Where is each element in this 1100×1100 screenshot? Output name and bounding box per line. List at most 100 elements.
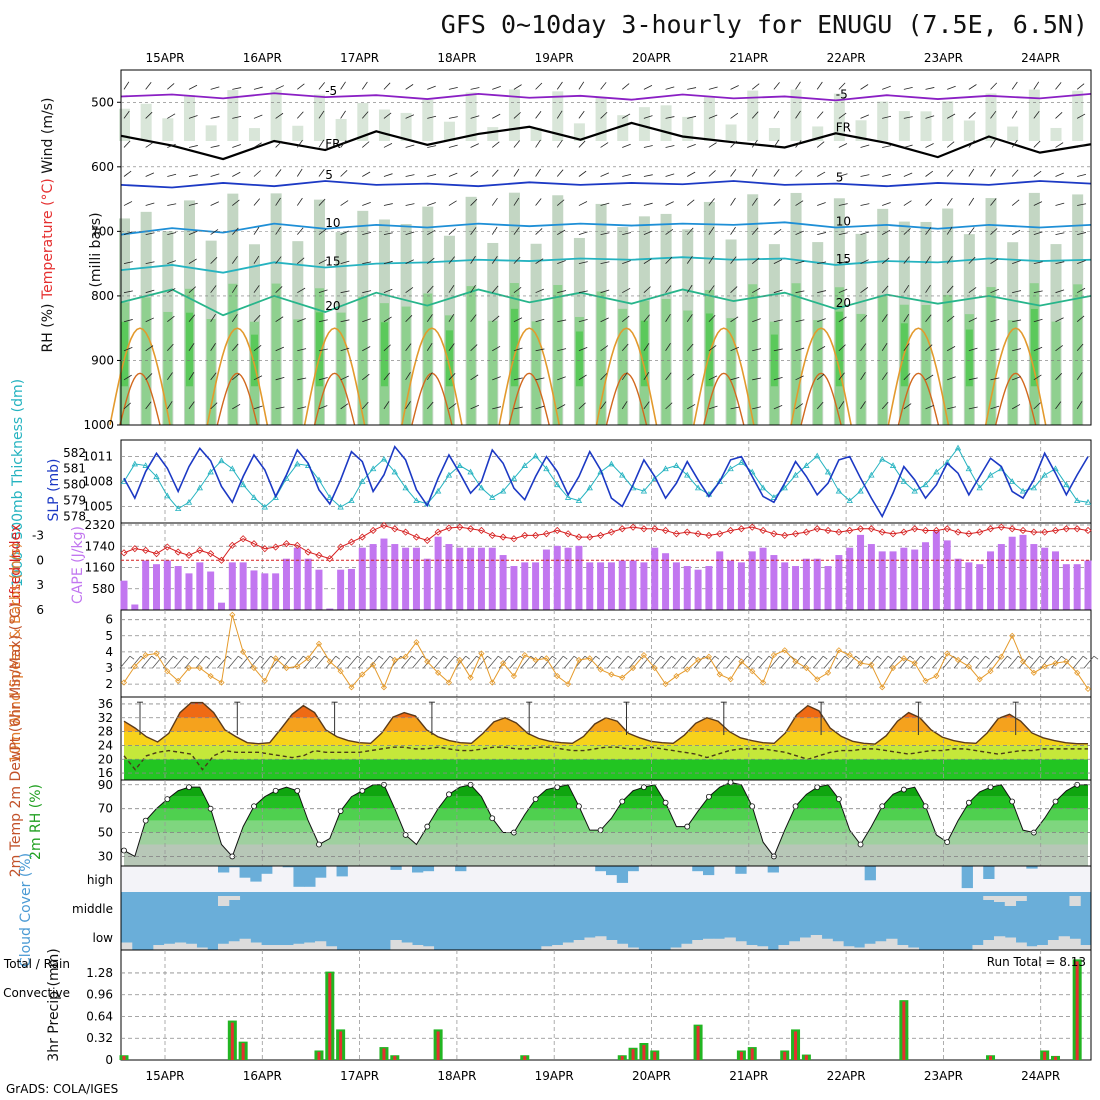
wind-barb xyxy=(946,113,956,119)
wind-speed-point xyxy=(229,611,236,618)
upper-ylabel: RH (%) Temperature (°C) Wind (m/s) xyxy=(40,98,56,353)
wind-barb xyxy=(448,116,458,119)
surface-wind-barb xyxy=(336,655,347,669)
cloud-high-bar xyxy=(864,866,876,881)
li-point xyxy=(445,524,453,532)
wind-barb xyxy=(275,286,283,293)
rh-shade xyxy=(618,308,628,425)
rh-point xyxy=(987,784,994,791)
cloud-low-gap xyxy=(271,945,284,950)
cloud-low-gap xyxy=(218,943,230,950)
cloud-low-gap xyxy=(832,941,844,950)
wind-barb xyxy=(426,372,433,381)
cape-bar xyxy=(586,562,594,610)
cloud-mid-gap xyxy=(228,896,241,900)
xtick-label-bottom: 17APR xyxy=(340,1069,379,1083)
rh-point xyxy=(294,787,301,794)
wind-barb xyxy=(296,227,304,235)
cloud-low-gap xyxy=(185,943,197,950)
thickness-point xyxy=(814,452,821,459)
isotherm-25 xyxy=(693,327,755,426)
wind-barb xyxy=(535,405,545,410)
cloud-high-bar xyxy=(282,866,294,868)
surface-wind-barb xyxy=(466,655,477,669)
wind-barb xyxy=(795,290,805,294)
wind-barb xyxy=(188,372,195,381)
li-point xyxy=(597,531,605,539)
rh-shade xyxy=(1051,321,1061,425)
rh-shade xyxy=(725,124,737,141)
wind-barb xyxy=(383,372,390,381)
li-point xyxy=(921,526,930,535)
slp-ylabel: SLP (mb) xyxy=(46,458,62,521)
wind-barb xyxy=(1033,290,1043,294)
surface-wind-barb-flag xyxy=(465,655,471,660)
rh-shade xyxy=(747,90,759,141)
li-point xyxy=(586,533,594,541)
rh-point xyxy=(619,798,626,805)
thickness-point xyxy=(359,478,366,484)
wind-barb xyxy=(968,112,976,119)
isotherm-25 xyxy=(887,327,950,426)
wind-barb xyxy=(123,81,130,90)
isotherm-label: 20 xyxy=(836,296,851,310)
wind-barb xyxy=(882,173,892,177)
rh-shade xyxy=(400,112,412,141)
cloud-low-gap xyxy=(1058,936,1070,950)
surface-wind-barb xyxy=(563,655,575,669)
surface-wind-barb-flag xyxy=(595,655,600,660)
isotherm-25 xyxy=(109,327,171,426)
surface-wind-barb xyxy=(433,655,445,669)
isotherm-15 xyxy=(120,256,1092,274)
cape-bar xyxy=(391,544,399,610)
wind-barb xyxy=(145,289,155,294)
wind-barb xyxy=(167,260,176,265)
li-point xyxy=(607,528,615,536)
thickness-point xyxy=(510,474,518,481)
wind-barb xyxy=(318,228,327,235)
wind-barb xyxy=(362,346,371,352)
wind-barb xyxy=(470,404,480,410)
cloud-low-gap xyxy=(897,945,909,950)
surface-wind-barb-flag xyxy=(920,655,925,660)
wind-barb xyxy=(231,284,238,293)
wind-barb xyxy=(492,113,501,119)
cape-bar xyxy=(716,551,724,610)
surface-wind-barb xyxy=(357,655,369,669)
surface-wind-barb xyxy=(509,655,521,669)
rh-point xyxy=(705,793,712,800)
rh-shade xyxy=(640,320,648,387)
wind-speed-point xyxy=(510,672,517,680)
cape-bar xyxy=(163,560,171,610)
cape-bar xyxy=(564,547,572,610)
wind-speed-point xyxy=(640,652,647,659)
xtick-label-bottom: 15APR xyxy=(145,1069,184,1083)
wind-speed-point xyxy=(770,652,777,659)
wind-barb xyxy=(817,232,827,235)
rh-band xyxy=(124,832,1088,845)
wind-barb xyxy=(708,114,718,119)
rh-shade xyxy=(357,103,369,141)
wind-barb xyxy=(253,285,260,293)
wind-barb xyxy=(145,111,153,119)
surface-wind-barb xyxy=(812,655,824,669)
wind-barb xyxy=(882,145,892,148)
wind-barb xyxy=(773,377,783,381)
wind-tick: 3 xyxy=(105,661,113,675)
cloud-high-bar xyxy=(390,866,402,870)
wind-speed-point xyxy=(597,666,604,673)
wind-barb xyxy=(838,232,848,235)
wind-barb xyxy=(925,314,932,322)
wind-barb xyxy=(903,284,910,293)
cloud-low-gap xyxy=(670,947,682,950)
cloud-low-gap xyxy=(239,938,251,950)
li-point xyxy=(629,523,637,531)
isotherm-30 xyxy=(119,372,161,426)
wind-barb xyxy=(903,343,910,352)
rh-shade xyxy=(401,306,411,425)
rh-shade xyxy=(617,115,629,141)
wind-barb xyxy=(427,145,437,148)
rh-shade xyxy=(1008,320,1018,425)
cloud-high-bar xyxy=(455,866,467,872)
wind-speed-point xyxy=(305,655,312,662)
